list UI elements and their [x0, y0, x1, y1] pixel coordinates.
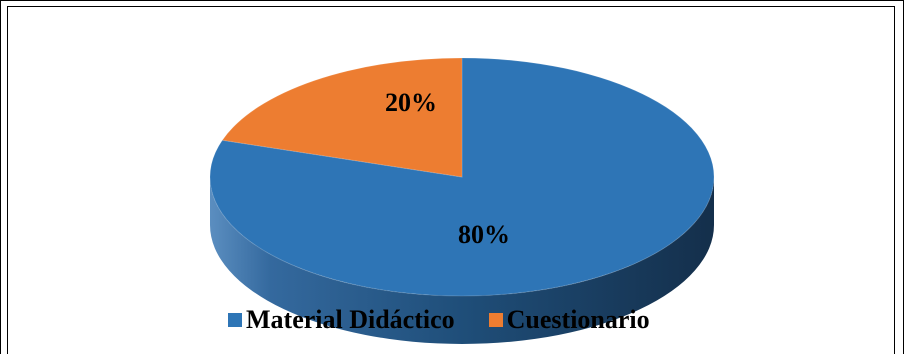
data-label-cuestionario: 20%: [385, 88, 437, 117]
pie-top-layer: [209, 57, 715, 297]
pie-label-layer: 80% 20%: [385, 88, 510, 249]
pie-side-layer: [210, 177, 714, 344]
chart-frame: [7, 6, 895, 354]
data-label-material-didactico: 80%: [458, 220, 510, 249]
legend-swatch-material-didactico: [228, 313, 242, 327]
pie-slice-cuestionario: [221, 57, 463, 178]
legend: Material Didáctico Cuestionario: [228, 303, 650, 337]
legend-label-material-didactico: Material Didáctico: [246, 305, 455, 334]
legend-swatch-cuestionario: [488, 313, 503, 327]
legend-label-cuestionario: Cuestionario: [506, 305, 650, 334]
pie-slice-material-didactico: [209, 57, 715, 297]
pie-side-material-didactico: [210, 177, 714, 344]
legend-item-cuestionario: Cuestionario: [488, 305, 650, 335]
legend-item-material-didactico: Material Didáctico: [228, 305, 455, 335]
